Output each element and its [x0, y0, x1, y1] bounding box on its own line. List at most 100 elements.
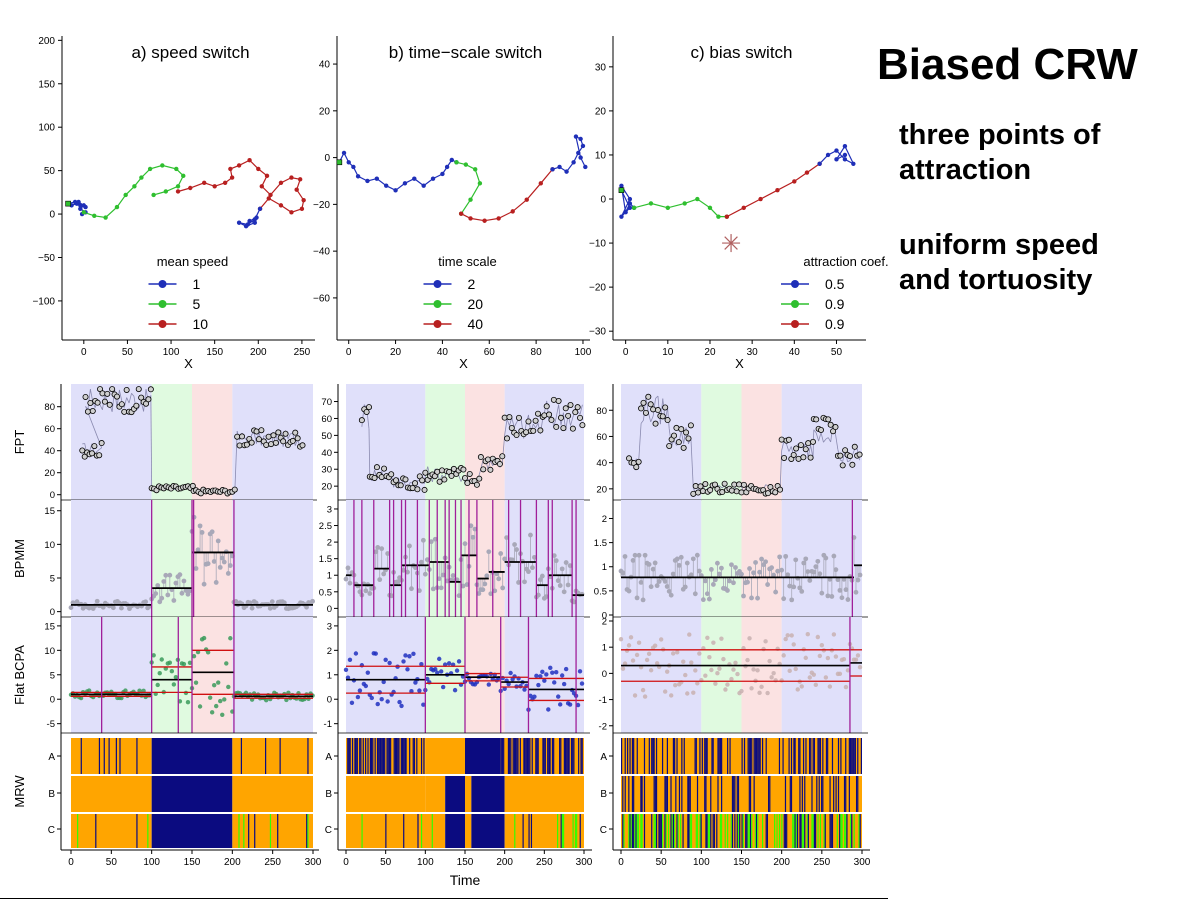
- legend-label: 0.9: [825, 296, 845, 312]
- bpmm-point: [712, 577, 718, 583]
- bpmm-point: [813, 564, 819, 570]
- mrw-stripe: [831, 814, 834, 848]
- mrw-stripe: [817, 738, 819, 774]
- bcpa-point: [264, 697, 269, 703]
- mrw-stripe: [733, 776, 735, 812]
- mrw-stripe: [805, 738, 807, 774]
- bpmm-point: [209, 529, 215, 535]
- mrw-stripe: [839, 814, 841, 848]
- y-tick-label: 20: [321, 482, 332, 493]
- mrw-state-block: [71, 738, 152, 774]
- bcpa-panel: -5 0 5 10 15: [44, 617, 317, 734]
- mrw-stripe: [801, 776, 803, 812]
- mrw-stripe: [793, 814, 795, 848]
- fpt-point: [555, 398, 562, 405]
- y-tick-label: 30: [595, 62, 607, 73]
- mrw-stripe: [405, 738, 407, 774]
- bcpa-point: [302, 696, 307, 702]
- fpt-point: [82, 393, 89, 400]
- fpt-point: [702, 481, 709, 488]
- bpmm-point: [553, 558, 559, 564]
- y-tick-label: 20: [319, 106, 331, 117]
- bpmm-point: [179, 590, 185, 596]
- mrw-stripe: [848, 776, 850, 812]
- track-point: [92, 213, 97, 218]
- mrw-stripe: [567, 738, 569, 774]
- fpt-point: [268, 441, 275, 448]
- bpmm-point: [249, 605, 255, 611]
- y-tick-label: 100: [38, 123, 55, 134]
- track-point: [817, 161, 822, 166]
- fpt-point: [825, 416, 832, 423]
- bpmm-point: [304, 604, 309, 610]
- mrw-panel: A B C: [48, 733, 313, 850]
- mrw-stripe: [830, 814, 832, 848]
- mrw-stripe: [765, 738, 767, 774]
- fpt-point: [109, 386, 116, 393]
- fpt-point: [438, 467, 445, 474]
- fpt-point: [837, 452, 844, 459]
- fpt-link: [847, 460, 851, 463]
- legend-marker: [791, 280, 799, 288]
- bpmm-point: [845, 597, 851, 602]
- track-point: [576, 150, 581, 156]
- bcpa-point: [433, 667, 438, 672]
- mrw-state-block: [504, 814, 584, 848]
- bpmm-point: [749, 595, 754, 601]
- fpt-point: [496, 461, 503, 468]
- fpt-point: [421, 486, 428, 493]
- track-point: [583, 164, 588, 170]
- x-tick-label: 30: [747, 347, 759, 358]
- bcpa-point: [355, 694, 361, 700]
- mrw-state-block: [232, 776, 313, 812]
- bcpa-point: [765, 690, 770, 696]
- bpmm-point: [805, 569, 811, 575]
- fpt-link: [645, 396, 649, 413]
- bpmm-point: [757, 569, 762, 575]
- fpt-link: [840, 459, 843, 462]
- fpt-link: [150, 395, 153, 488]
- bcpa-point: [546, 707, 551, 712]
- legend-label: 20: [468, 296, 484, 312]
- bcpa-point: [78, 695, 84, 701]
- bpmm-point: [650, 566, 656, 572]
- fpt-point: [485, 456, 492, 463]
- fpt-point: [388, 471, 395, 478]
- fpt-link: [835, 434, 839, 450]
- mrw-stripe: [576, 814, 578, 848]
- mrw-stripe: [77, 814, 79, 848]
- legend-marker: [433, 320, 442, 328]
- legend-label: 0.9: [825, 316, 845, 332]
- mrw-stripe: [745, 814, 747, 848]
- legend-title: mean speed: [157, 254, 229, 269]
- fpt-point: [282, 430, 289, 437]
- mrw-stripe: [380, 738, 382, 774]
- y-tick-label: 50: [321, 431, 332, 442]
- fpt-link: [815, 432, 820, 442]
- track-point: [458, 211, 464, 216]
- mrw-stripe: [727, 738, 729, 774]
- fpt-point: [692, 483, 699, 490]
- bpmm-point: [381, 571, 387, 577]
- mrw-state-block: [425, 738, 465, 774]
- mrw-stripe: [652, 738, 654, 774]
- bcpa-point: [791, 642, 796, 647]
- fpt-point: [695, 489, 702, 496]
- bpmm-point: [751, 570, 756, 576]
- bpmm-point: [522, 579, 527, 585]
- mrw-stripe: [840, 738, 842, 774]
- track-point: [212, 184, 217, 189]
- bcpa-point: [413, 680, 418, 685]
- bcpa-point: [567, 702, 573, 707]
- mrw-stripe: [503, 738, 505, 774]
- fpt-link: [535, 423, 539, 428]
- fpt-point: [707, 487, 714, 494]
- mrw-stripe: [705, 814, 707, 848]
- fpt-point: [666, 442, 673, 449]
- track-point: [365, 178, 370, 184]
- mrw-stripe: [721, 776, 723, 812]
- y-tick-label: 10: [44, 540, 55, 551]
- bpmm-point: [153, 591, 159, 596]
- side-note-line: and tortuosity: [899, 264, 1093, 296]
- y-tick-label: 0: [50, 607, 55, 618]
